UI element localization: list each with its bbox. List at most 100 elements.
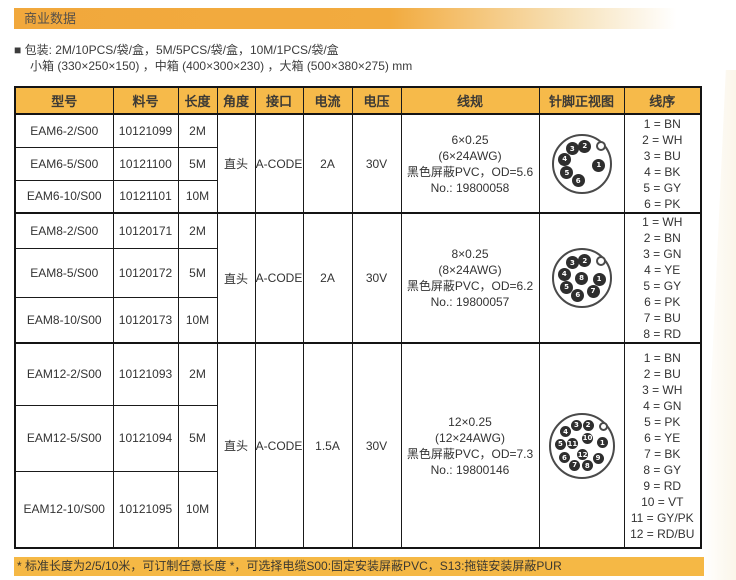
connector-pin-9: 9 [592,452,604,464]
wire-order-line: 1 = BN [643,350,681,365]
connector-pin-8: 8 [581,460,593,472]
connector-pin-4: 4 [557,267,571,281]
wire-spec-line: 黑色屏蔽PVC，OD=7.3 [406,446,534,461]
current-cell: 1.5A [302,342,353,549]
wire-spec-cell: 8×0.25 (8×24AWG) 黑色屏蔽PVC，OD=6.2 No.: 198… [400,212,540,344]
wire-spec-line: (6×24AWG) [438,148,502,163]
section-title-bar: 商业数据 [14,8,697,29]
col-header-angle: 角度 [216,86,256,115]
current-cell: 2A [302,113,353,214]
wire-spec-line: 8×0.25 [451,247,489,261]
col-header-voltage: 电压 [351,86,402,115]
wire-spec-line: No.: 19800058 [430,180,510,195]
col-header-model: 型号 [14,86,114,115]
connector-cell: 1 2 3 4 5 6 7 8 9 10 11 12 [538,342,625,549]
connector-keyway-notch [595,141,606,152]
col-header-wire-order: 线序 [623,86,702,115]
length-cell: 10M [177,179,218,214]
model-cell: EAM12-10/S00 [14,470,114,549]
connector-keyway-notch [598,421,608,431]
part-no-cell: 10121095 [112,470,179,549]
col-header-part-no: 料号 [112,86,179,115]
connector-pin-12: 12 [577,449,589,461]
length-cell: 5M [177,146,218,181]
model-cell: EAM6-10/S00 [14,179,114,214]
col-header-interface: 接口 [254,86,304,115]
voltage-cell: 30V [351,212,402,344]
wire-order-line: 6 = PK [644,295,681,309]
packaging-info-line1: ■ 包装: 2M/10PCS/袋/盒，5M/5PCS/袋/盒，10M/1PCS/… [14,43,339,57]
wire-spec-line: (12×24AWG) [435,430,505,445]
connector-pin-6: 6 [571,174,585,188]
part-no-cell: 10121099 [112,113,179,148]
packaging-info-line2: 小箱 (330×250×150) ，中箱 (400×300×230) ，大箱 (… [30,59,413,73]
wire-order-line: 1 = WH [642,215,683,229]
table-group-eam12: EAM12-2/S00 10121093 2M 直头 A-CODE 1.5A 3… [14,342,702,549]
connector-pin-8: 8 [575,271,588,285]
connector-pin-4: 4 [560,426,572,438]
connector-keyway-notch [595,255,606,266]
wire-order-line: 2 = BN [643,231,681,245]
wire-order-line: 4 = BK [644,164,681,179]
table-row: EAM12-10/S00 10121095 10M [14,470,701,549]
part-no-cell: 10121101 [112,179,179,214]
model-cell: EAM6-5/S00 [14,146,114,181]
wire-order-line: 2 = WH [642,132,683,147]
wire-order-line: 3 = BU [643,148,681,163]
wire-spec-line: No.: 19800146 [430,462,510,477]
connector-pin-7: 7 [569,459,581,471]
connector-pin-5: 5 [554,438,566,450]
wire-spec-line: 6×0.25 [451,132,489,147]
voltage-cell: 30V [351,113,402,214]
interface-cell: A-CODE [254,113,304,214]
part-no-cell: 10120171 [112,212,179,250]
connector-pin-11: 11 [566,438,578,450]
model-cell: EAM8-10/S00 [14,297,114,344]
wire-order-line: 6 = PK [644,196,681,211]
connector-pin-6: 6 [558,452,570,464]
length-cell: 5M [177,404,218,472]
part-no-cell: 10121100 [112,146,179,181]
interface-cell: A-CODE [254,342,304,549]
length-cell: 5M [177,248,218,299]
part-no-cell: 10120172 [112,248,179,299]
wire-spec-line: No.: 19800057 [430,295,510,309]
wire-order-line: 3 = WH [642,382,683,397]
connector-pin-2: 2 [578,254,592,268]
wire-spec-line: 12×0.25 [448,414,492,429]
wire-order-line: 1 = BN [643,116,681,131]
connector-pin-3: 3 [570,419,582,431]
table-group-eam6: EAM6-2/S00 10121099 2M 直头 A-CODE 2A 30V … [14,113,702,214]
connector-pin-6: 6 [571,288,585,302]
wire-spec-line: 黑色屏蔽PVC，OD=5.6 [406,164,534,179]
col-header-wire-gauge: 线规 [400,86,540,115]
angle-cell: 直头 [216,113,256,214]
model-cell: EAM12-5/S00 [14,404,114,472]
table-group-eam8: EAM8-2/S00 10120171 2M 直头 A-CODE 2A 30V … [14,212,702,344]
wire-order-line: 4 = YE [644,263,681,277]
part-no-cell: 10120173 [112,297,179,344]
connector-pin-3: 3 [565,142,579,156]
current-cell: 2A [302,212,353,344]
connector-pin-3: 3 [565,256,579,270]
wire-spec-cell: 6×0.25 (6×24AWG) 黑色屏蔽PVC，OD=5.6 No.: 198… [400,113,540,214]
length-cell: 2M [177,113,218,148]
wire-order-cell: 1 = BN 2 = BU 3 = WH 4 = GN 5 = PK 6 = Y… [623,342,702,549]
part-no-cell: 10121094 [112,404,179,472]
wire-order-line: 3 = GN [643,247,682,261]
connector-pin-1: 1 [592,158,606,172]
wire-order-line: 5 = GY [643,180,682,195]
wire-order-cell: 1 = BN 2 = WH 3 = BU 4 = BK 5 = GY 6 = P… [623,113,702,214]
col-header-length: 长度 [177,86,218,115]
interface-cell: A-CODE [254,212,304,344]
table-row: EAM8-2/S00 10120171 2M 直头 A-CODE 2A 30V … [14,212,702,344]
length-cell: 10M [177,297,218,344]
angle-cell: 直头 [216,212,256,344]
wire-order-line: 7 = BU [643,311,681,325]
part-no-cell: 10121093 [112,342,179,406]
length-cell: 2M [177,212,218,250]
spec-table: 型号 料号 长度 角度 接口 电流 电压 线规 针脚正视图 线序 EAM6-2/… [14,86,702,549]
